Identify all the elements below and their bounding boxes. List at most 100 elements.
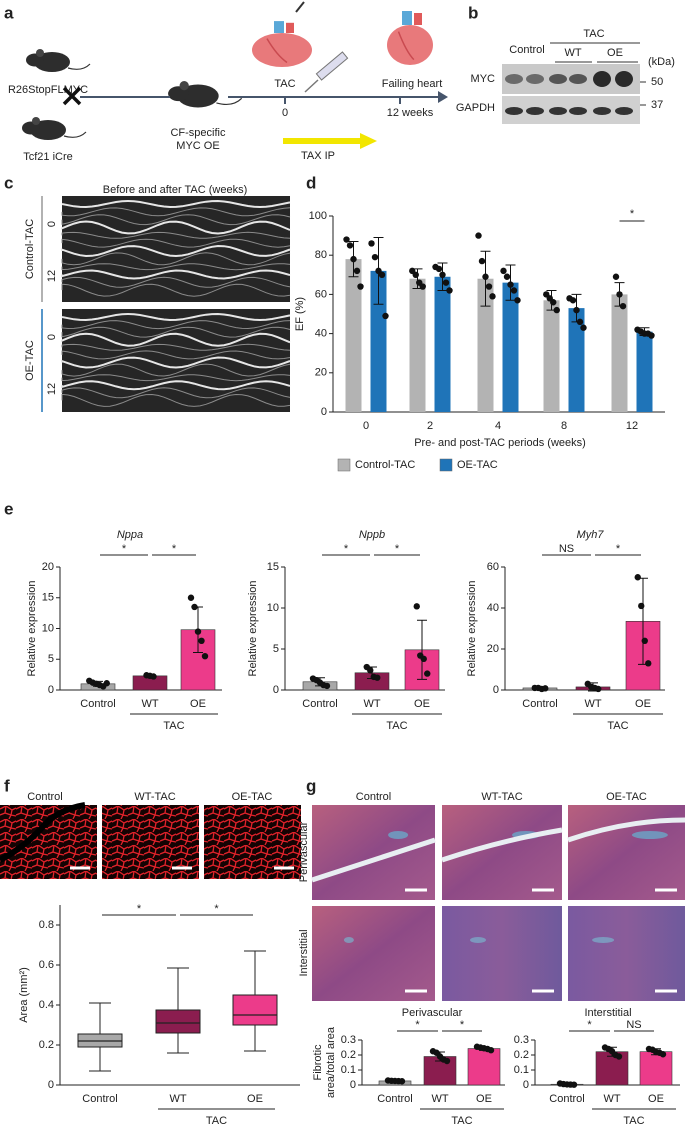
data-point — [580, 324, 587, 331]
significance-label: * — [460, 1019, 465, 1031]
echo-trace — [61, 356, 291, 369]
mouse-body — [34, 52, 70, 72]
significance-label: * — [415, 1019, 420, 1031]
needle — [295, 1, 305, 13]
myc-band — [569, 74, 587, 84]
cross — [62, 86, 82, 106]
mouse-line-label: Tcf21 iCre — [23, 151, 73, 163]
data-point — [645, 660, 652, 667]
echo-timepoint: 0 — [46, 334, 58, 340]
y-axis-label: Fibrotic — [312, 1044, 324, 1081]
gapdh-band — [593, 107, 611, 115]
significance-label: * — [172, 543, 177, 555]
echo-trace — [61, 252, 291, 266]
myc-band — [505, 74, 523, 84]
significance-label: NS — [626, 1019, 641, 1031]
data-point — [368, 240, 375, 247]
data-point — [424, 670, 431, 677]
bar — [611, 294, 628, 412]
vessel — [414, 13, 422, 25]
data-point — [489, 293, 496, 300]
data-point — [442, 279, 450, 286]
fibrosis — [470, 937, 486, 943]
data-point — [615, 1053, 623, 1060]
bar — [345, 259, 362, 412]
fibrosis — [343, 937, 354, 943]
data-point — [420, 655, 427, 663]
data-point — [514, 297, 521, 304]
x-tick-label: 4 — [495, 420, 501, 432]
echo-trace — [61, 244, 291, 258]
timepoint-label: 12 weeks — [387, 107, 434, 119]
echo-trace — [61, 380, 291, 391]
tissue-gap — [567, 817, 685, 843]
data-point — [573, 306, 580, 314]
data-point — [419, 283, 426, 290]
bar — [543, 300, 560, 412]
echo-trace — [61, 326, 291, 338]
bar — [639, 1051, 673, 1086]
legend-label: OE-TAC — [457, 459, 498, 471]
data-point — [634, 574, 641, 581]
data-point — [323, 682, 331, 690]
y-tick-label: 60 — [315, 288, 327, 300]
histology-image — [312, 805, 435, 900]
data-point — [612, 273, 620, 280]
y-tick-label: 40 — [487, 602, 499, 614]
x-tick-label: WT — [431, 1093, 448, 1105]
y-tick-label: 0 — [350, 1079, 356, 1091]
treatment-arrow-head — [360, 133, 377, 149]
bar — [568, 308, 585, 412]
data-point — [478, 257, 486, 265]
data-point — [619, 302, 627, 310]
echo-trace — [61, 312, 291, 322]
data-point — [507, 281, 514, 288]
echo-trace — [61, 283, 291, 297]
group-label: TAC — [607, 720, 628, 732]
data-point — [569, 297, 577, 304]
bar — [595, 1051, 629, 1086]
data-point — [194, 628, 202, 635]
data-point — [412, 271, 419, 278]
gapdh-band — [505, 107, 523, 115]
x-tick-label: WT — [169, 1093, 186, 1105]
error-bar — [417, 619, 427, 680]
histology-image — [442, 906, 562, 1001]
data-point — [439, 271, 446, 278]
data-point — [641, 637, 648, 644]
panel-label: e — [4, 499, 13, 518]
offspring-label: MYC OE — [176, 140, 219, 152]
group-label: TAC — [386, 720, 407, 732]
data-point — [595, 685, 602, 693]
x-tick-label: OE — [476, 1093, 492, 1105]
y-tick-label: 5 — [273, 643, 279, 655]
data-point — [367, 667, 374, 674]
x-tick-label: OE — [190, 698, 206, 710]
bar — [467, 1048, 501, 1086]
x-tick-label: WT — [603, 1093, 620, 1105]
y-tick-label: 0.3 — [341, 1034, 356, 1046]
echo-timepoint: 12 — [46, 383, 58, 395]
y-tick-label: 0 — [493, 684, 499, 696]
y-tick-label: 0.8 — [39, 919, 54, 931]
lane-label: OE — [607, 47, 623, 59]
heart-detail — [266, 38, 288, 64]
chart-title: Nppb — [359, 529, 385, 541]
significance-label: * — [122, 543, 127, 555]
histology-image — [568, 906, 685, 1001]
gapdh-band — [526, 107, 544, 115]
mouse-ear — [32, 117, 40, 125]
vessel-gap — [0, 802, 86, 863]
echo-image — [62, 309, 290, 412]
y-axis-label: Relative expression — [466, 581, 478, 677]
y-tick-label: 10 — [42, 622, 54, 634]
gapdh-band — [615, 107, 633, 115]
y-tick-label: 0 — [321, 406, 327, 418]
vessel — [402, 11, 412, 25]
echo-trace — [61, 393, 291, 407]
gapdh-band — [549, 107, 567, 115]
myc-band — [615, 71, 633, 87]
echo-trace — [61, 343, 291, 351]
data-point — [398, 1078, 406, 1085]
data-point — [482, 273, 489, 280]
